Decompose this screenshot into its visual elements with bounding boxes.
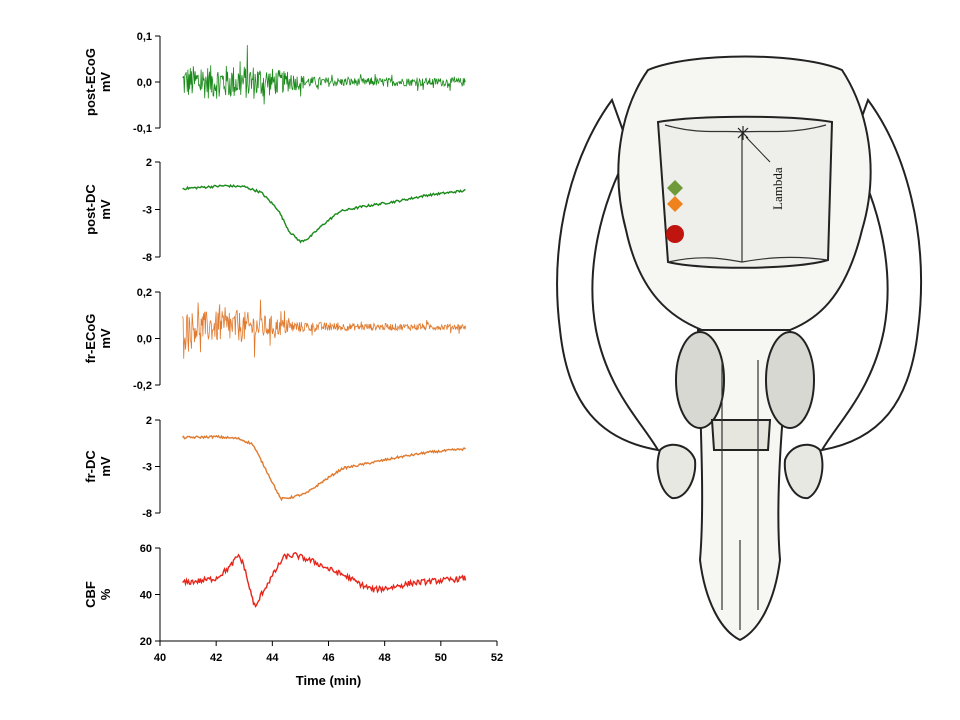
- y-tick-label-post-ecog: -0,1: [133, 123, 152, 135]
- y-label-cbf: CBF: [83, 581, 98, 608]
- y-label-fr-ecog: mV: [98, 328, 113, 349]
- x-tick-label: 40: [154, 652, 166, 664]
- y-tick-label-post-ecog: 0,0: [137, 77, 152, 89]
- y-tick-label-fr-ecog: 0,2: [137, 287, 152, 299]
- y-tick-label-post-dc: -8: [142, 252, 152, 264]
- x-tick-label: 46: [322, 652, 334, 664]
- panel-fr-ecog: 0,2 0,0 -0,2 fr-ECoG mV: [83, 287, 467, 392]
- lambda-marker: [737, 126, 749, 140]
- y-tick-label-fr-dc: -3: [142, 462, 152, 474]
- y-label-post-dc: post-DC: [83, 184, 98, 235]
- marker-post-diamond: [667, 180, 683, 196]
- y-tick-label-post-dc: 2: [146, 157, 152, 169]
- y-label-fr-ecog: fr-ECoG: [83, 314, 98, 364]
- y-tick-label-cbf: 20: [140, 636, 152, 648]
- skull-outline: [556, 55, 923, 642]
- y-tick-label-cbf: 60: [140, 543, 152, 555]
- x-axis-label: Time (min): [296, 673, 362, 688]
- y-label-fr-dc: fr-DC: [83, 450, 98, 483]
- trace-post-ecog: [182, 45, 466, 105]
- y-label-post-ecog: mV: [98, 72, 113, 93]
- y-tick-label-post-ecog: 0,1: [137, 31, 152, 43]
- y-tick-label-fr-ecog: 0,0: [137, 334, 152, 346]
- y-label-post-ecog: post-ECoG: [83, 48, 98, 116]
- y-label-post-dc: mV: [98, 199, 113, 220]
- y-tick-label-cbf: 40: [140, 590, 152, 602]
- y-tick-label-fr-ecog: -0,2: [133, 380, 152, 392]
- trace-cbf: [182, 552, 467, 608]
- y-label-cbf: %: [98, 588, 113, 600]
- x-tick-label: 52: [491, 652, 503, 664]
- marker-cbf-circle: [666, 225, 684, 243]
- panel-post-ecog: 0,1 0,0 -0,1 post-ECoG mV: [83, 31, 466, 135]
- x-tick-label: 50: [435, 652, 447, 664]
- panel-fr-dc: 2 -3 -8 fr-DC mV: [83, 415, 466, 520]
- marker-fr-diamond: [667, 196, 683, 212]
- x-tick-label: 42: [210, 652, 222, 664]
- lambda-label: Lambda: [770, 167, 785, 210]
- y-label-fr-dc: mV: [98, 456, 113, 477]
- y-tick-label-post-dc: -3: [142, 205, 152, 217]
- y-tick-label-fr-dc: -8: [142, 508, 152, 520]
- skull-diagram: Lambda: [556, 55, 923, 642]
- trace-fr-ecog: [182, 299, 467, 359]
- trace-post-dc: [182, 183, 466, 244]
- panel-cbf: 60 40 20 CBF%: [83, 543, 467, 648]
- trace-fr-dc: [182, 434, 466, 502]
- panel-post-dc: 2 -3 -8 post-DC mV: [83, 157, 466, 264]
- y-tick-label-fr-dc: 2: [146, 415, 152, 427]
- x-tick-label: 44: [266, 652, 279, 664]
- x-tick-label: 48: [379, 652, 391, 664]
- lambda-leader: [745, 136, 771, 163]
